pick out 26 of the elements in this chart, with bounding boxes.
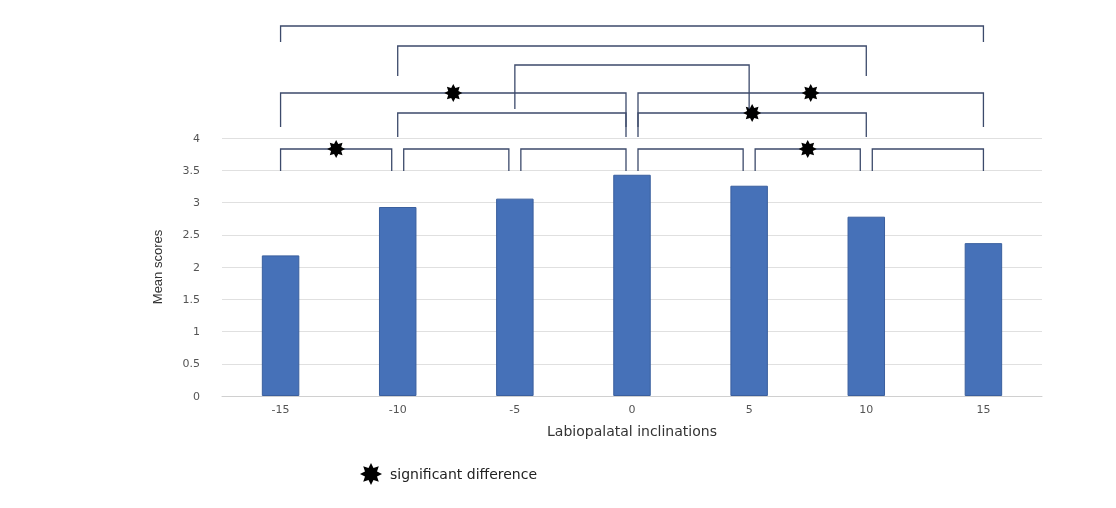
x-tick-label: 5 (745, 403, 753, 416)
bar (613, 174, 651, 396)
x-tick-label: 15 (976, 403, 991, 416)
y-axis-title: Mean scores (150, 229, 165, 305)
y-tick-label: 2.5 (182, 228, 200, 242)
bar (964, 243, 1003, 396)
text: significant difference (390, 466, 538, 482)
y-tick-label: 2 (193, 260, 200, 274)
bar (496, 198, 534, 396)
x-tick-label: -15 (271, 403, 290, 416)
y-tick-label: 1.5 (182, 292, 200, 306)
y-tick-label: 1 (193, 325, 200, 338)
bar (847, 216, 886, 396)
x-tick-label: -10 (388, 403, 407, 416)
y-tick-label: 4 (193, 131, 200, 145)
bar (378, 207, 417, 396)
y-tick-label: 0.5 (182, 357, 200, 371)
x-tick-label: 10 (859, 403, 874, 416)
x-axis-title: Labiopalatal inclinations (547, 423, 717, 439)
x-tick-label: 0 (628, 403, 636, 416)
y-tick-label: 3 (193, 196, 200, 209)
y-tick-label: 0 (193, 389, 200, 403)
bar (261, 255, 300, 396)
x-tick-label: -5 (509, 403, 521, 416)
y-tick-label: 3.5 (182, 163, 200, 177)
bar (730, 185, 768, 396)
